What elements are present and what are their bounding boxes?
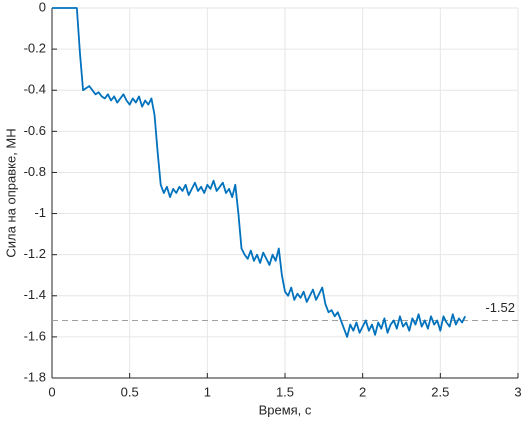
y-tick-label: -1.4	[24, 287, 46, 302]
y-tick-label: -1	[34, 205, 46, 220]
x-tick-label: 0	[48, 384, 55, 399]
x-axis-label: Время, с	[259, 402, 312, 417]
x-tick-label: 1	[204, 384, 211, 399]
y-tick-label: -0.8	[24, 164, 46, 179]
x-tick-label: 0.5	[121, 384, 139, 399]
y-tick-label: -0.6	[24, 123, 46, 138]
x-tick-label: 2	[359, 384, 366, 399]
y-tick-label: -1.8	[24, 369, 46, 384]
x-tick-label: 3	[514, 384, 521, 399]
y-tick-label: 0	[39, 0, 46, 14]
y-axis-label: Сила на оправке, МН	[3, 128, 18, 257]
reference-label: -1.52	[485, 300, 515, 315]
y-tick-label: -1.6	[24, 328, 46, 343]
y-tick-label: -0.2	[24, 41, 46, 56]
y-tick-label: -1.2	[24, 246, 46, 261]
x-tick-label: 1.5	[276, 384, 294, 399]
y-tick-label: -0.4	[24, 82, 46, 97]
data-line	[52, 7, 466, 338]
x-tick-label: 2.5	[431, 384, 449, 399]
